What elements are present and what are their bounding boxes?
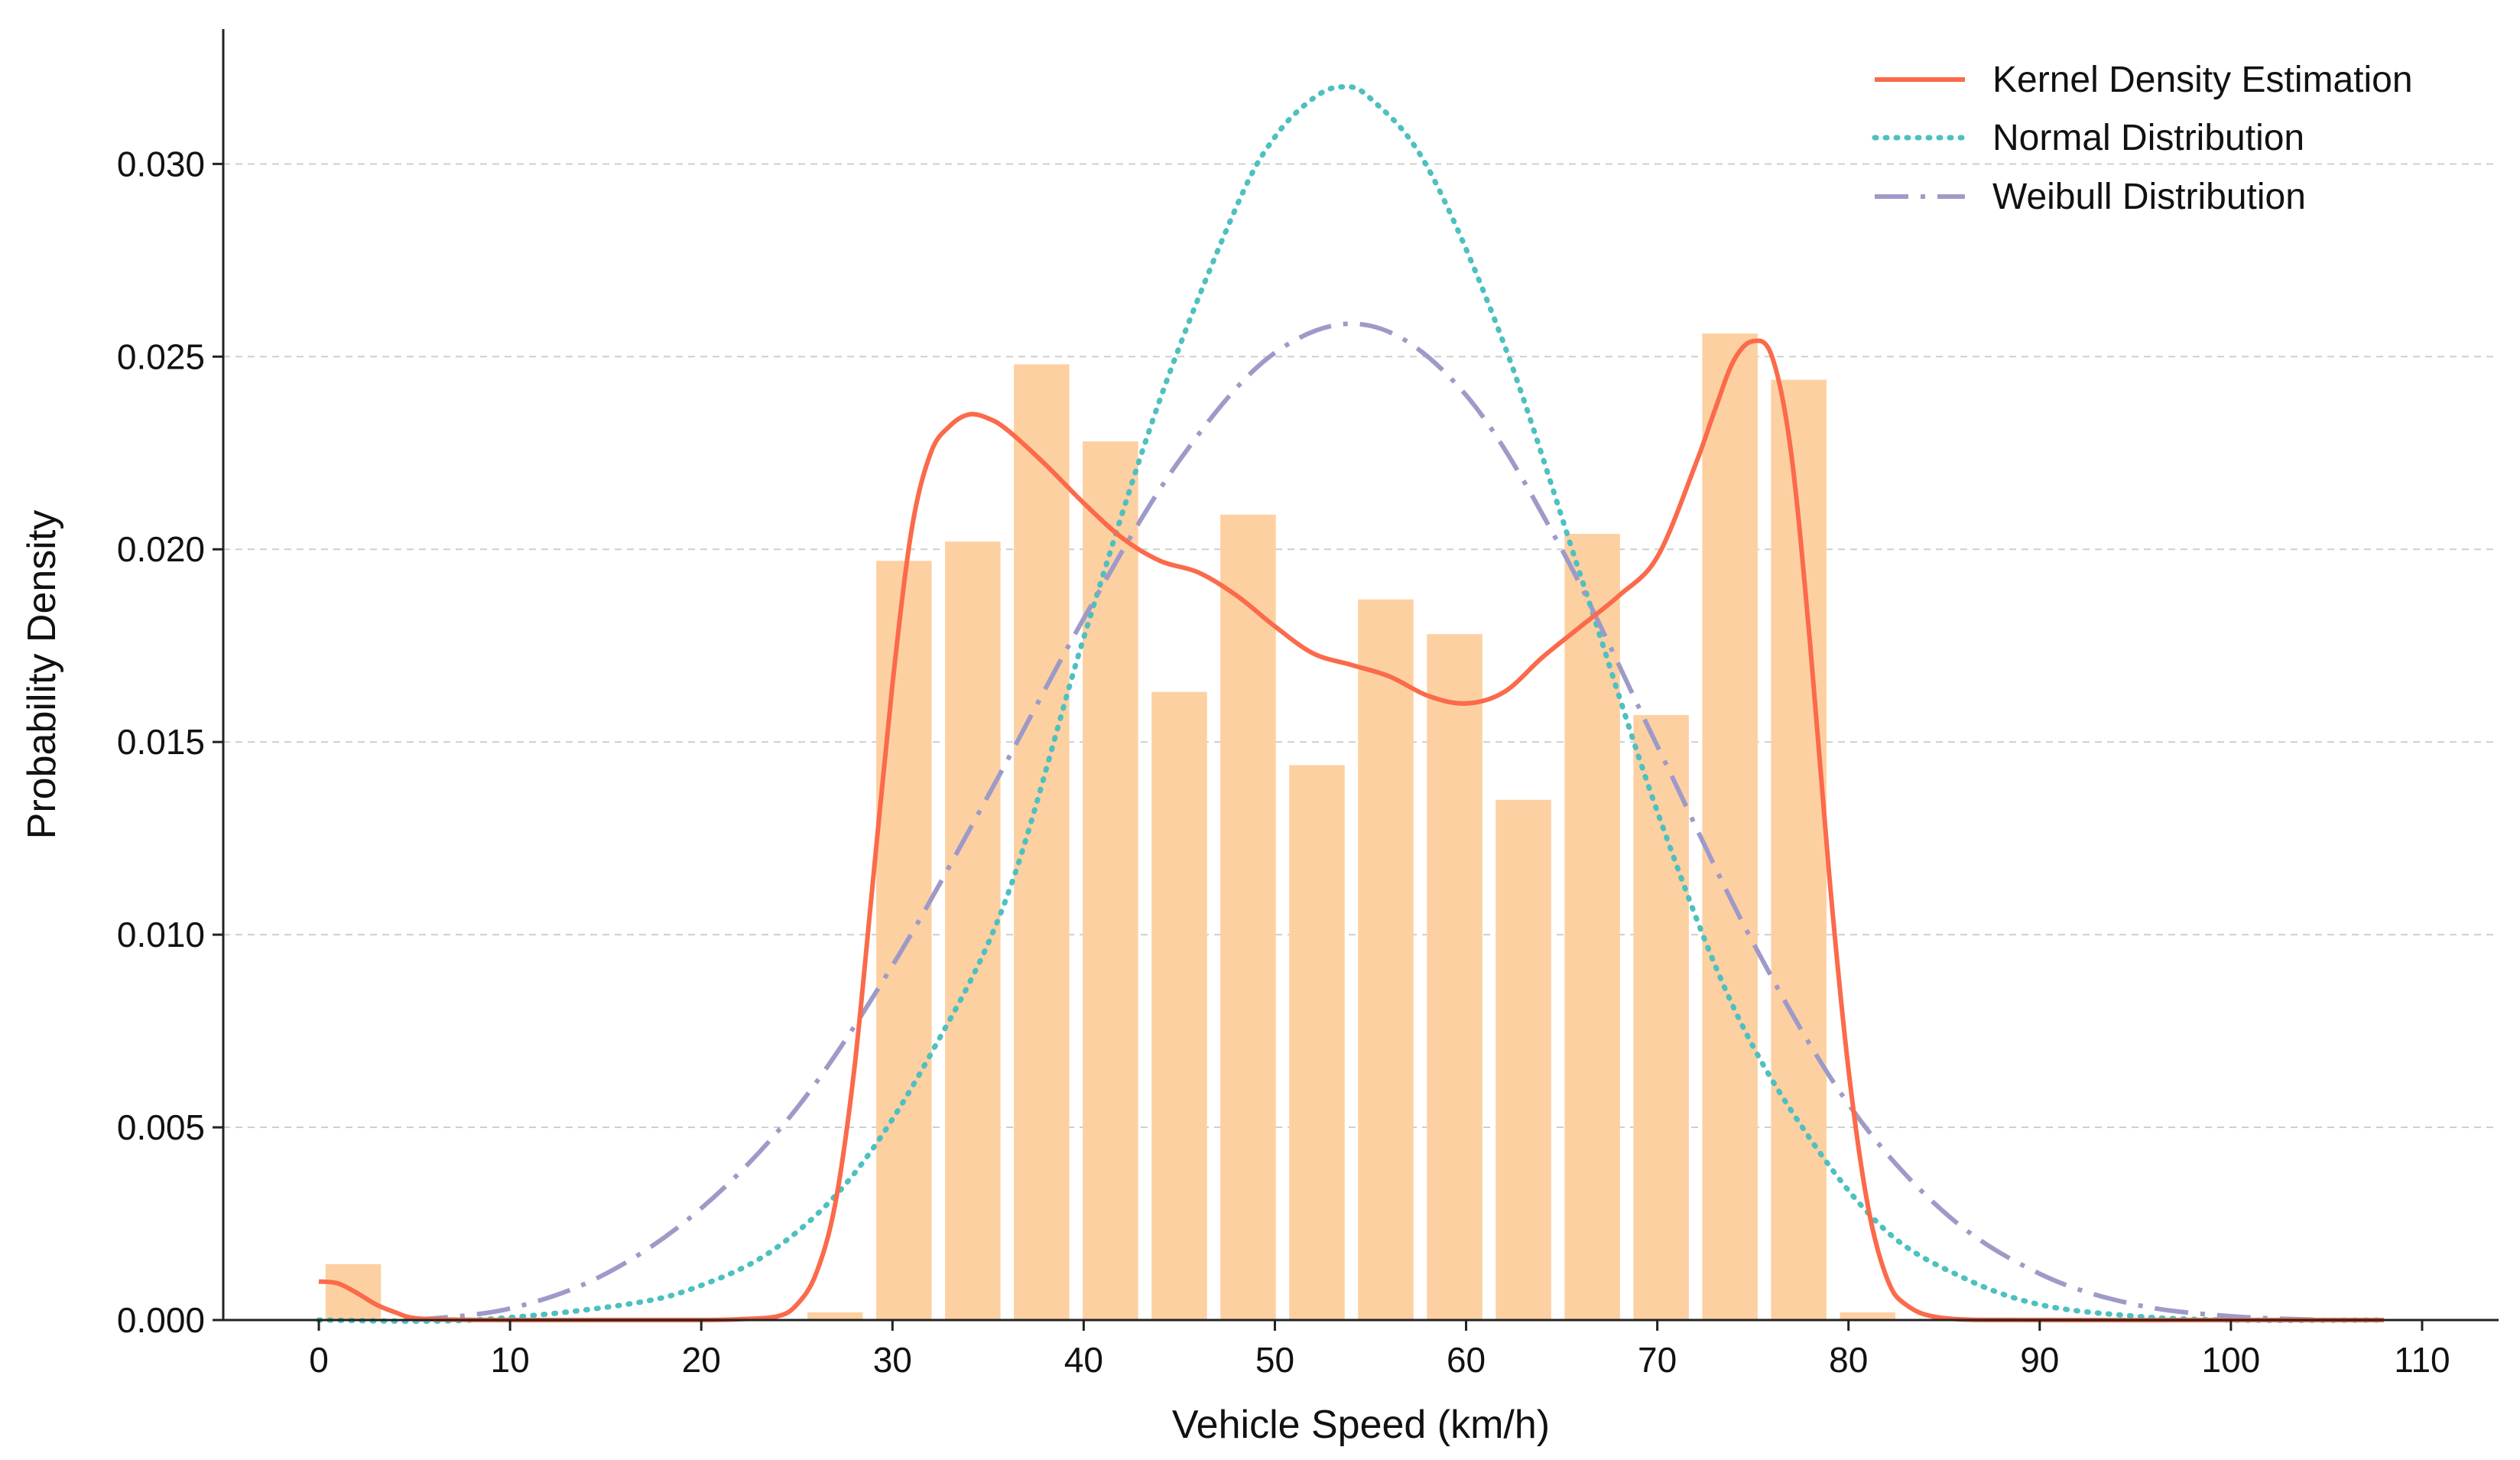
x-tick-label: 40 — [1064, 1340, 1103, 1380]
x-axis-title: Vehicle Speed (km/h) — [1172, 1403, 1550, 1447]
histogram-bar — [1151, 691, 1207, 1320]
histogram-bar — [1083, 441, 1138, 1320]
legend-weibull-label: Weibull Distribution — [1992, 177, 2306, 217]
x-tick-label: 90 — [2020, 1340, 2059, 1380]
histogram-bar — [1289, 765, 1345, 1320]
legend-kde-label: Kernel Density Estimation — [1992, 60, 2413, 100]
x-tick-label: 110 — [2394, 1340, 2450, 1380]
histogram-bar — [1840, 1312, 1895, 1320]
histogram-bar — [1702, 333, 1758, 1320]
histogram-bar — [1633, 714, 1689, 1320]
histogram-bar — [1358, 599, 1414, 1320]
histogram-bar — [1220, 514, 1276, 1320]
y-tick-label: 0.000 — [117, 1300, 205, 1340]
x-tick-label: 20 — [682, 1340, 721, 1380]
y-tick-label: 0.025 — [117, 337, 205, 376]
kde-curve — [318, 338, 2384, 1323]
legend-normal-label: Normal Distribution — [1992, 118, 2304, 158]
histogram-bar — [1427, 634, 1482, 1320]
x-tick-label: 30 — [873, 1340, 912, 1380]
histogram-bar — [807, 1312, 863, 1320]
y-tick-label: 0.010 — [117, 915, 205, 954]
normal-curve — [316, 83, 2387, 1325]
y-axis-title: Probability Density — [20, 510, 64, 840]
histogram-bars — [325, 333, 1895, 1321]
x-tick-label: 10 — [491, 1340, 530, 1380]
y-ticks: 0.000 0.005 0.010 0.015 0.020 0.025 0.030 — [117, 144, 223, 1340]
x-tick-label: 80 — [1829, 1340, 1868, 1380]
y-tick-label: 0.020 — [117, 529, 205, 569]
axes — [222, 29, 2499, 1322]
legend: Kernel Density Estimation Normal Distrib… — [1872, 60, 2413, 217]
density-curves — [316, 83, 2387, 1325]
y-tick-label: 0.015 — [117, 722, 205, 762]
histogram-bar — [1495, 799, 1551, 1320]
y-tick-label: 0.030 — [117, 144, 205, 184]
weibull-curve — [414, 321, 2327, 1322]
histogram-bar — [876, 561, 932, 1320]
x-tick-label: 0 — [309, 1340, 329, 1380]
x-tick-label: 50 — [1255, 1340, 1294, 1380]
x-ticks: 0 10 20 30 40 50 60 70 80 90 100 110 — [309, 1320, 2450, 1380]
x-tick-label: 70 — [1638, 1340, 1677, 1380]
x-tick-label: 100 — [2202, 1340, 2261, 1380]
y-tick-label: 0.005 — [117, 1107, 205, 1147]
x-tick-label: 60 — [1447, 1340, 1486, 1380]
histogram-bar — [1014, 364, 1070, 1321]
